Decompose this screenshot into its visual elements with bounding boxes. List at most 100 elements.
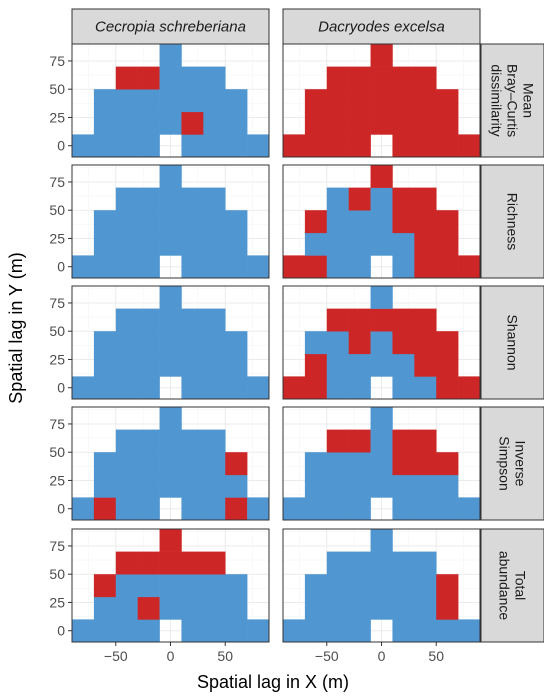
panel-2-1	[282, 285, 481, 400]
heatmap-tile	[392, 134, 415, 158]
heatmap-tile	[348, 66, 371, 90]
heatmap-tile	[159, 452, 182, 476]
heatmap-tile	[72, 497, 95, 521]
heatmap-tile	[326, 187, 349, 211]
heatmap-tile	[326, 497, 349, 521]
y-tick-label: 50	[49, 444, 65, 460]
row-strip-4	[480, 528, 544, 643]
heatmap-tile	[247, 134, 270, 158]
panel-border	[71, 285, 270, 400]
heatmap-tile	[203, 574, 226, 598]
heatmap-tile	[181, 89, 204, 113]
heatmap-tile	[304, 255, 328, 279]
heatmap-tile	[414, 134, 437, 158]
heatmap-tile	[436, 210, 459, 234]
heatmap-tile	[159, 308, 182, 332]
heatmap-tile	[115, 474, 138, 498]
heatmap-tile	[115, 331, 138, 355]
heatmap-tile	[72, 376, 95, 400]
panel-border	[71, 164, 270, 279]
heatmap-tile	[137, 596, 160, 620]
heatmap-tile	[348, 452, 371, 476]
heatmap-tile	[370, 187, 393, 211]
heatmap-tile	[137, 452, 160, 476]
heatmap-tile	[348, 210, 371, 234]
heatmap-tile	[436, 474, 459, 498]
y-tick-label: 0	[57, 138, 65, 154]
heatmap-tile	[203, 497, 226, 521]
heatmap-tile	[370, 66, 393, 90]
heatmap-tile	[72, 255, 95, 279]
heatmap-tile	[414, 210, 437, 234]
heatmap-tile	[93, 331, 117, 355]
y-tick-label: 75	[49, 174, 65, 190]
heatmap-tile	[137, 497, 160, 521]
heatmap-tile	[137, 134, 160, 158]
panel-0-1	[282, 43, 481, 158]
heatmap-tile	[159, 66, 182, 90]
heatmap-tile	[93, 111, 117, 135]
heatmap-tile	[392, 474, 415, 498]
heatmap-tile	[414, 376, 437, 400]
heatmap-tile	[225, 89, 248, 113]
heatmap-tile	[203, 452, 226, 476]
panel-3-1	[282, 406, 481, 521]
heatmap-tile	[326, 474, 349, 498]
y-tick-label: 75	[49, 53, 65, 69]
heatmap-tile	[304, 497, 328, 521]
heatmap-tile	[436, 89, 459, 113]
heatmap-tile	[392, 452, 415, 476]
heatmap-tile	[137, 232, 160, 256]
heatmap-tile	[225, 474, 248, 498]
heatmap-tile	[137, 308, 160, 332]
heatmap-tile	[414, 353, 437, 377]
heatmap-tile	[137, 353, 160, 377]
heatmap-tile	[181, 134, 204, 158]
heatmap-tile	[436, 232, 459, 256]
heatmap-tile	[115, 255, 138, 279]
heatmap-tile	[392, 429, 415, 453]
heatmap-tile	[414, 232, 437, 256]
y-tick-label: 75	[49, 416, 65, 432]
heatmap-tile	[181, 497, 204, 521]
panel-border	[282, 406, 481, 521]
heatmap-tile	[159, 111, 182, 135]
heatmap-tile	[326, 551, 349, 575]
heatmap-tile	[436, 619, 459, 643]
heatmap-tile	[203, 619, 226, 643]
heatmap-tile	[392, 66, 415, 90]
heatmap-tile	[304, 89, 328, 113]
heatmap-tile	[326, 619, 349, 643]
heatmap-tile	[137, 111, 160, 135]
panel-border	[282, 285, 481, 400]
heatmap-tile	[115, 134, 138, 158]
heatmap-tile	[203, 66, 226, 90]
heatmap-tile	[414, 66, 437, 90]
heatmap-tile	[159, 353, 182, 377]
heatmap-tile	[436, 255, 459, 279]
heatmap-tile	[392, 497, 415, 521]
heatmap-tile	[203, 331, 226, 355]
heatmap-tile	[115, 596, 138, 620]
heatmap-tile	[115, 232, 138, 256]
heatmap-tile	[137, 474, 160, 498]
column-strip-label-1: Dacryodes excelsa	[318, 19, 445, 36]
heatmap-tile	[436, 596, 459, 620]
heatmap-tile	[348, 574, 371, 598]
heatmap-tile	[181, 331, 204, 355]
heatmap-tile	[93, 89, 117, 113]
heatmap-tile	[370, 210, 393, 234]
facet-panels	[71, 43, 481, 643]
x-tick-label: 50	[428, 648, 444, 664]
column-strip-label-0: Cecropia schreberiana	[95, 19, 246, 36]
panel-4-0	[71, 528, 270, 643]
heatmap-tile	[414, 308, 437, 332]
heatmap-tile	[115, 187, 138, 211]
heatmap-tile	[159, 474, 182, 498]
heatmap-tile	[326, 255, 349, 279]
heatmap-tile	[348, 255, 371, 279]
heatmap-tile	[326, 331, 349, 355]
heatmap-tile	[370, 89, 393, 113]
heatmap-tile	[436, 134, 459, 158]
heatmap-tile	[304, 376, 328, 400]
